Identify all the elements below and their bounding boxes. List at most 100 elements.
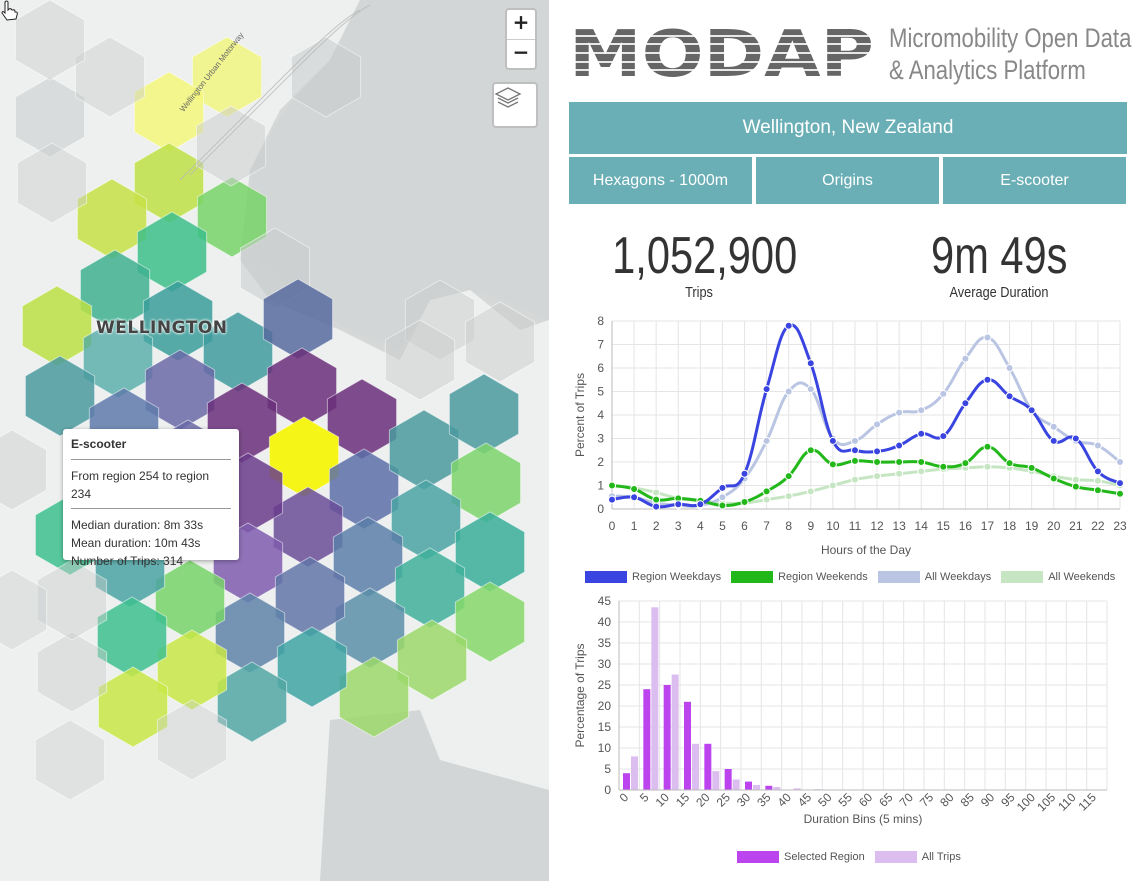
map-hexagon[interactable] [338, 656, 410, 738]
data-point [917, 467, 926, 476]
legend-item[interactable]: Region Weekdays [585, 571, 721, 583]
x-tick-label: 90 [978, 790, 998, 810]
data-point [1116, 458, 1124, 466]
city-map-label: WELLINGTON [96, 318, 228, 338]
map-hexagon[interactable] [74, 36, 146, 118]
map-hexagon[interactable] [16, 142, 88, 224]
map-hexagon[interactable] [14, 0, 86, 81]
x-tick-label: 3 [675, 519, 682, 533]
vehicle-mode-button[interactable]: E-scooter [943, 157, 1126, 204]
data-point [806, 446, 815, 455]
legend-swatch [1001, 571, 1044, 583]
hourly-chart-legend: Region Weekdays Region Weekends All Week… [585, 571, 1115, 583]
histogram-legend: Selected Region All Trips [737, 851, 961, 863]
data-point [1071, 434, 1080, 443]
data-point [718, 493, 727, 502]
layers-button[interactable] [492, 82, 538, 128]
y-tick-label: 15 [598, 720, 612, 734]
x-tick-label: 11 [849, 519, 862, 533]
modap-logo: MODAP [569, 22, 874, 84]
tooltip-title: E-scooter [71, 437, 127, 451]
tagline-line-1: Micromobility Open Data [889, 23, 1132, 53]
data-point [784, 492, 793, 501]
legend-item[interactable]: Selected Region [737, 851, 865, 863]
histogram-bar [793, 788, 801, 790]
x-tick-label: 22 [1091, 519, 1105, 533]
tooltip-route: From region 254 to region 234 [71, 469, 210, 501]
legend-item[interactable]: Region Weekends [731, 571, 868, 583]
data-point [828, 436, 837, 445]
map-hexagon[interactable] [36, 631, 108, 713]
data-point [961, 354, 970, 363]
x-tick-label: 15 [937, 519, 951, 533]
zoom-control: + − [505, 8, 537, 70]
trips-label: Trips [685, 284, 713, 301]
data-point [1116, 479, 1124, 488]
map-hexagon[interactable] [0, 569, 48, 651]
city-select-button[interactable]: Wellington, New Zealand [569, 102, 1127, 154]
histogram-bar [631, 756, 638, 790]
x-tick-label: 21 [1069, 519, 1083, 533]
x-tick-label: 55 [836, 790, 856, 810]
data-point [873, 420, 882, 429]
histogram-bar [765, 785, 773, 790]
zoom-in-button[interactable]: + [507, 10, 535, 40]
x-tick-label: 9 [807, 519, 814, 533]
x-tick-label: 35 [754, 790, 774, 810]
x-tick-label: 10 [826, 519, 840, 533]
data-point [1093, 476, 1102, 485]
y-tick-label: 5 [604, 762, 611, 776]
legend-label: All Weekends [1048, 571, 1116, 583]
zoom-out-button[interactable]: − [512, 40, 530, 64]
data-point [873, 472, 882, 481]
map-hexagon[interactable] [448, 373, 520, 455]
x-tick-label: 60 [856, 790, 876, 810]
x-axis-title: Duration Bins (5 mins) [804, 812, 923, 826]
map-hexagon[interactable] [97, 666, 169, 748]
x-tick-label: 16 [959, 519, 973, 533]
data-point [828, 460, 837, 469]
legend-item[interactable]: All Weekdays [877, 571, 991, 583]
data-point [762, 436, 771, 445]
map-hexagon[interactable] [384, 319, 456, 401]
legend-item[interactable]: All Weekends [1001, 571, 1115, 583]
hexagon-size-button[interactable]: Hexagons - 1000m [569, 157, 752, 204]
data-point [895, 441, 904, 450]
x-tick-label: 8 [785, 519, 792, 533]
road-line [179, 9, 361, 181]
y-tick-label: 25 [598, 678, 612, 692]
y-axis-title: Percentage of Trips [573, 643, 587, 747]
histogram-bar [671, 674, 679, 790]
map-hexagon[interactable] [464, 301, 536, 383]
histogram-bar [704, 743, 712, 790]
histogram-bar [732, 779, 740, 790]
data-point [850, 436, 859, 445]
y-tick-label: 6 [597, 361, 604, 375]
data-point [1005, 392, 1014, 401]
map-hexagon[interactable] [216, 661, 288, 743]
map-hexagon[interactable] [262, 278, 334, 360]
map-hexagon[interactable] [34, 719, 106, 801]
x-tick-label: 85 [958, 790, 978, 810]
map-hexagon[interactable] [96, 596, 168, 678]
map-hexagon[interactable] [14, 76, 86, 158]
tooltip-divider [71, 508, 231, 509]
x-tick-label: 25 [714, 790, 734, 810]
map-hexagon[interactable] [156, 699, 228, 781]
map-view[interactable]: WELLINGTON Wellington Urban Motorway + −… [0, 0, 549, 881]
legend-item[interactable]: All Trips [874, 851, 961, 863]
data-point [1093, 441, 1102, 450]
data-point [652, 495, 661, 504]
data-point [917, 429, 926, 438]
data-point [939, 462, 948, 471]
direction-button[interactable]: Origins [756, 157, 939, 204]
data-point [1049, 474, 1058, 483]
histogram-bar [753, 784, 760, 790]
data-point [1005, 459, 1014, 468]
map-hexagon[interactable] [36, 559, 108, 641]
map-hexagon[interactable] [0, 429, 48, 511]
map-hexagon[interactable] [195, 105, 267, 187]
data-point [961, 399, 970, 408]
y-tick-label: 1 [597, 479, 604, 493]
data-point [873, 447, 882, 456]
